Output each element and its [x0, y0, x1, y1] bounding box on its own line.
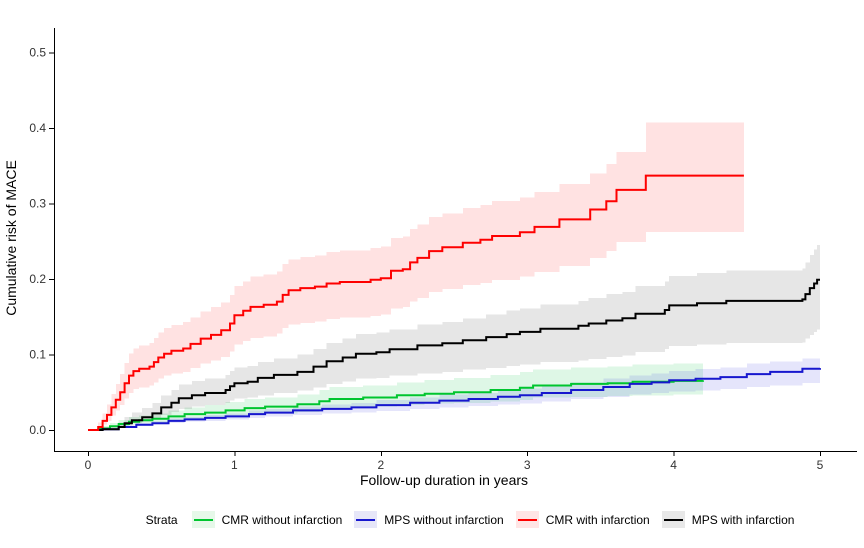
legend-item-mps-with-infarction: MPS with infarction: [661, 511, 795, 528]
legend-item-cmr-with-infarction: CMR with infarction: [515, 511, 650, 528]
legend-label: MPS without infarction: [384, 512, 504, 527]
legend-key-icon: [515, 511, 539, 528]
legend-label: CMR with infarction: [545, 512, 650, 527]
legend-label: MPS with infarction: [691, 512, 795, 527]
legend-key-line: [193, 518, 213, 521]
x-axis-tick-label: 4: [670, 458, 677, 472]
legend-item-mps-without-infarction: MPS without infarction: [354, 511, 504, 528]
legend-label: CMR without infarction: [221, 512, 343, 527]
confidence-band-mps-with-infarction: [88, 245, 820, 430]
legend-key-line: [517, 518, 537, 521]
confidence-band-cmr-without-infarction: [88, 362, 703, 430]
y-axis-tick-label: 0.4: [29, 121, 46, 135]
survival-curve-cmr-without-infarction: [88, 379, 704, 431]
legend-key-icon: [661, 511, 685, 528]
y-axis-tick-label: 0.5: [29, 46, 46, 60]
survival-curve-mps-with-infarction: [88, 278, 820, 431]
y-axis-tick-label: 0.1: [29, 348, 46, 362]
y-axis-title: Cumulative risk of MACE: [3, 160, 19, 316]
confidence-band-cmr-with-infarction: [88, 122, 744, 430]
x-axis-title: Follow-up duration in years: [359, 472, 529, 488]
legend-key-icon: [354, 511, 378, 528]
legend-key-line: [663, 518, 683, 521]
y-axis-tick-label: 0.2: [29, 272, 46, 286]
legend-key-line: [356, 518, 376, 521]
x-axis-tick-label: 5: [817, 458, 824, 472]
x-axis-tick-label: 0: [85, 458, 92, 472]
legend-item-cmr-without-infarction: CMR without infarction: [191, 511, 343, 528]
legend-title: Strata: [145, 512, 178, 527]
x-axis-tick-label: 1: [231, 458, 238, 472]
y-axis-tick-label: 0.3: [29, 197, 46, 211]
survival-curve-cmr-with-infarction: [88, 174, 744, 431]
y-axis-tick-label: 0.0: [29, 423, 46, 437]
legend: Strata CMR without infarction MPS without…: [0, 511, 864, 528]
legend-key-icon: [191, 511, 215, 528]
survival-curve-mps-without-infarction: [88, 367, 821, 431]
x-axis-tick-label: 2: [377, 458, 384, 472]
x-axis-tick-label: 3: [524, 458, 531, 472]
